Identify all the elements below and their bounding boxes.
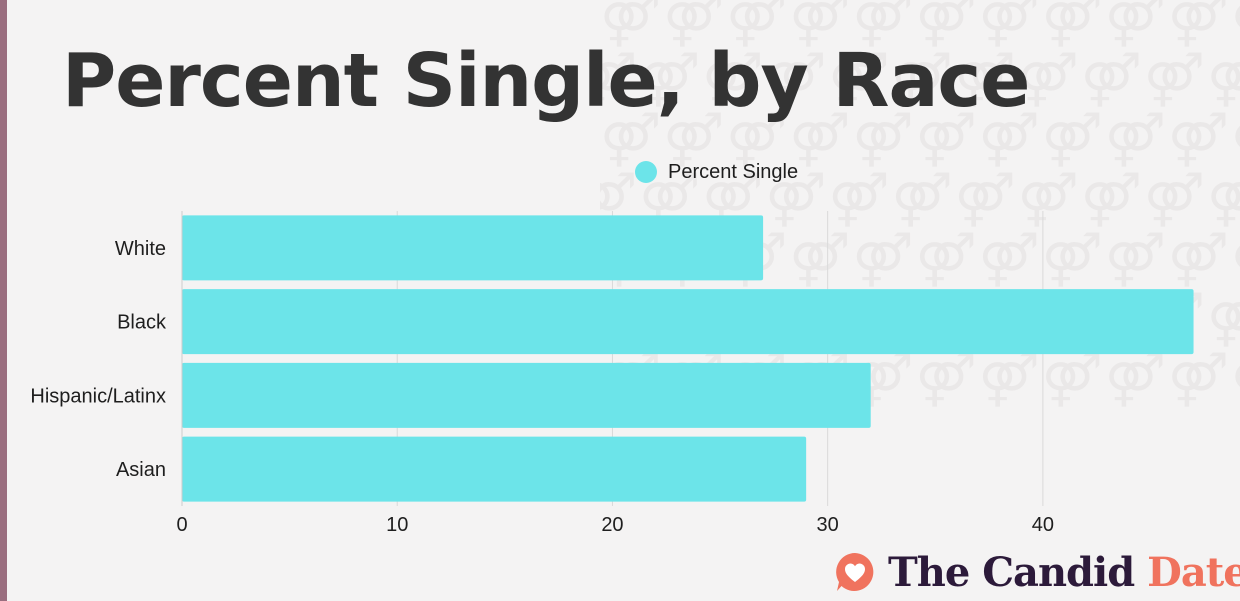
bars <box>182 215 1194 502</box>
bar-asian <box>182 436 807 502</box>
category-label: Hispanic/Latinx <box>30 385 166 407</box>
legend-label: Percent Single <box>668 161 798 183</box>
bar-white <box>182 215 764 281</box>
category-labels: White Black Hispanic/Latinx Asian <box>30 238 167 481</box>
x-tick-label: 20 <box>601 514 623 536</box>
legend-swatch <box>635 161 657 183</box>
x-tick-label: 0 <box>176 514 187 536</box>
x-tick-label: 10 <box>386 514 408 536</box>
brand-name: The Candid Date <box>888 549 1240 596</box>
category-label: White <box>115 238 166 260</box>
bar-hispanic-latinx <box>182 362 871 428</box>
x-tick-label: 40 <box>1032 514 1054 536</box>
category-label: Black <box>117 312 167 334</box>
heart-speech-bubble-icon <box>836 553 874 591</box>
category-label: Asian <box>116 459 166 481</box>
left-edge-strip <box>0 0 7 601</box>
legend: Percent Single <box>635 161 798 183</box>
brand-name-part2: Date <box>1147 548 1240 596</box>
brand-name-part1: The Candid <box>888 548 1135 596</box>
brand-logo: The Candid Date <box>834 544 1240 600</box>
x-tick-label: 30 <box>817 514 839 536</box>
chart-title: Percent Single, by Race <box>62 38 1030 124</box>
tick-labels: 0 10 20 30 40 <box>176 514 1054 536</box>
bar-black <box>182 289 1194 355</box>
